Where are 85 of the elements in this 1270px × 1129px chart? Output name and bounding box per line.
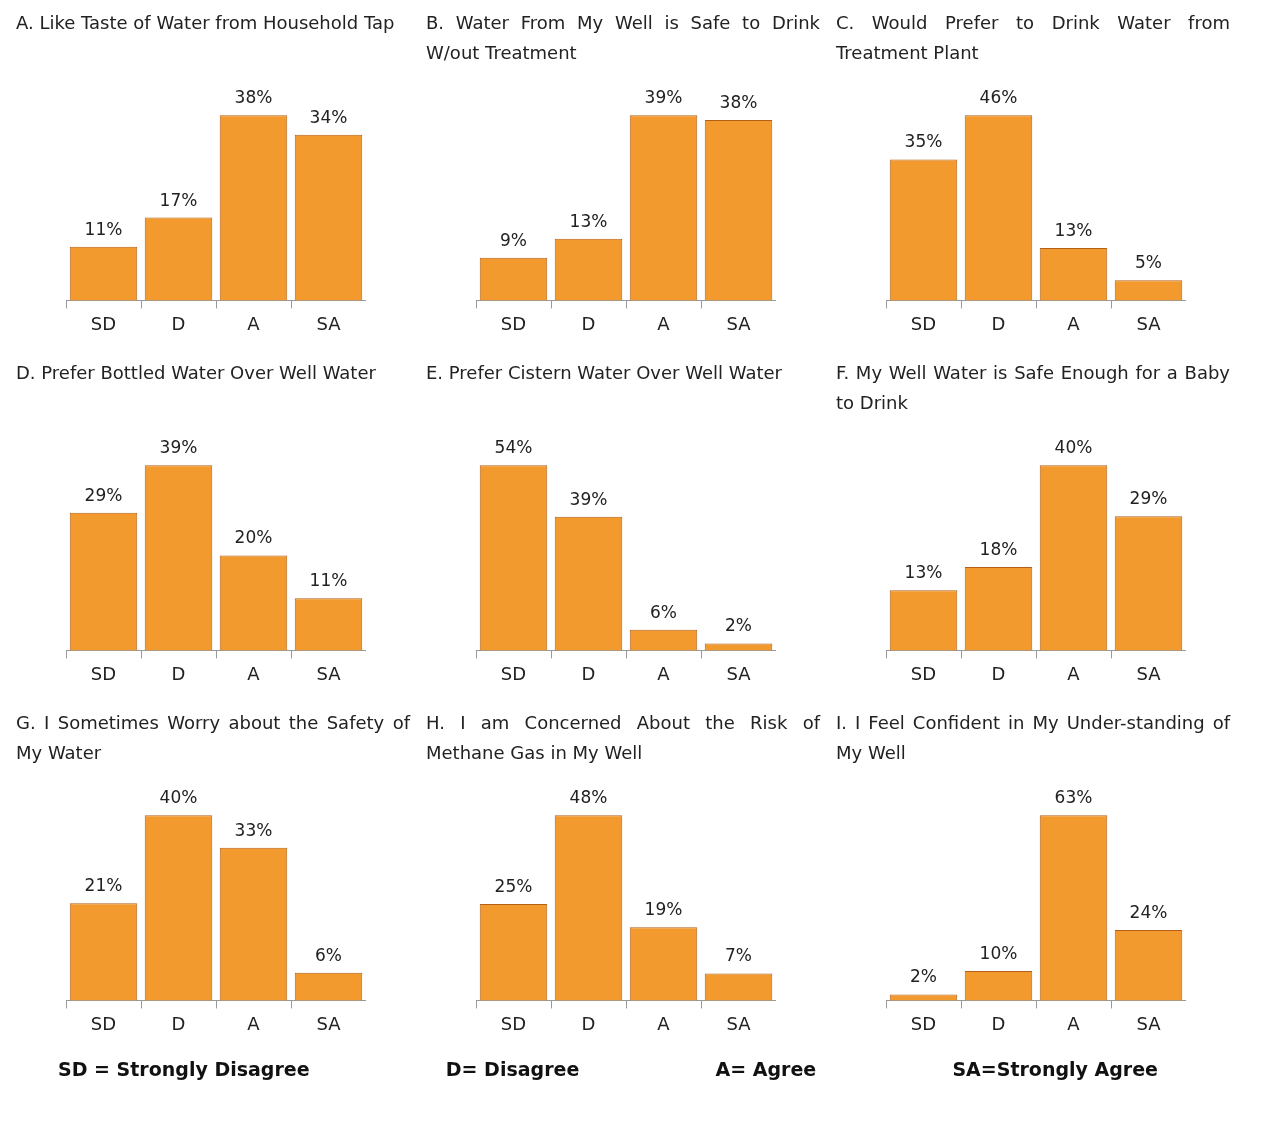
data-label: 5% xyxy=(1135,252,1162,273)
x-tick-label: D xyxy=(581,662,596,684)
data-label: 2% xyxy=(725,615,752,636)
x-tick-label: A xyxy=(657,312,671,334)
chart-title: F. My Well Water is Safe Enough for a Baby to Drink xyxy=(836,361,1230,415)
x-tick-label: A xyxy=(247,662,261,684)
data-label: 11% xyxy=(309,570,348,591)
data-label: 11% xyxy=(84,218,123,239)
data-label: 24% xyxy=(1129,901,1168,922)
data-label: 39% xyxy=(644,87,683,108)
data-label: 6% xyxy=(315,944,342,965)
data-label: 2% xyxy=(910,966,937,987)
x-tick-label: SA xyxy=(726,312,752,334)
data-label: 20% xyxy=(234,527,273,548)
x-tick-label: A xyxy=(247,1012,261,1034)
data-label: 18% xyxy=(979,539,1018,560)
data-label: 13% xyxy=(904,562,943,583)
text: SD = Strongly Disagree xyxy=(58,1058,310,1080)
data-label: 29% xyxy=(1129,488,1168,509)
data-label: 17% xyxy=(159,189,198,210)
data-label: 13% xyxy=(1054,220,1093,241)
chart-title: G. I Sometimes Worry about the Safety of My Water xyxy=(16,711,410,765)
x-tick-label: D xyxy=(581,1012,596,1034)
data-label: 38% xyxy=(719,91,758,112)
x-tick-label: SA xyxy=(1136,1012,1162,1034)
data-label: 54% xyxy=(494,437,533,458)
data-label: 40% xyxy=(1054,437,1093,458)
text: SA=Strongly Agree xyxy=(952,1058,1158,1080)
x-tick-label: SD xyxy=(910,312,937,334)
x-tick-label: D xyxy=(991,1012,1006,1034)
data-label: 34% xyxy=(309,106,348,127)
x-tick-label: D xyxy=(991,312,1006,334)
data-label: 21% xyxy=(84,875,123,896)
text: A= Agree xyxy=(715,1058,817,1080)
x-tick-label: D xyxy=(171,662,186,684)
x-tick-label: A xyxy=(657,1012,671,1034)
x-tick-label: A xyxy=(247,312,261,334)
chart-title: B. Water From My Well is Safe to Drink W/out Treatment xyxy=(426,11,820,65)
data-label: 6% xyxy=(650,601,677,622)
x-tick-label: SD xyxy=(500,1012,527,1034)
data-label: 29% xyxy=(84,484,123,505)
data-label: 39% xyxy=(569,488,608,509)
x-tick-label: SD xyxy=(500,662,527,684)
x-tick-label: D xyxy=(171,312,186,334)
x-tick-label: SA xyxy=(1136,312,1162,334)
x-tick-label: SD xyxy=(500,312,527,334)
x-tick-label: SD xyxy=(910,662,937,684)
data-label: 39% xyxy=(159,437,198,458)
x-tick-label: SA xyxy=(316,1012,342,1034)
chart-title: E. Prefer Cistern Water Over Well Water xyxy=(426,361,783,385)
chart-title: H. I am Concerned About the Risk of Methane Gas in My Well xyxy=(426,711,820,765)
x-tick-label: A xyxy=(1067,312,1081,334)
x-tick-label: SA xyxy=(316,662,342,684)
x-tick-label: SA xyxy=(316,312,342,334)
chart-title: I. I Feel Confident in My Under-standing of My Well xyxy=(836,711,1230,765)
x-tick-label: A xyxy=(1067,1012,1081,1034)
data-label: 10% xyxy=(979,942,1018,963)
data-label: 7% xyxy=(725,945,752,966)
x-tick-label: D xyxy=(991,662,1006,684)
data-label: 33% xyxy=(234,819,273,840)
x-tick-label: D xyxy=(581,312,596,334)
x-tick-label: A xyxy=(657,662,671,684)
x-tick-label: SA xyxy=(726,1012,752,1034)
data-label: 40% xyxy=(159,787,198,808)
chart-title: A. Like Taste of Water from Household Tap xyxy=(16,11,396,35)
text: D= Disagree xyxy=(445,1058,580,1080)
data-label: 19% xyxy=(644,899,683,920)
data-label: 48% xyxy=(569,787,608,808)
data-label: 13% xyxy=(569,210,608,231)
x-tick-label: D xyxy=(171,1012,186,1034)
x-tick-label: SD xyxy=(910,1012,937,1034)
data-label: 25% xyxy=(494,875,533,896)
x-tick-label: SD xyxy=(90,312,117,334)
data-label: 38% xyxy=(234,87,273,108)
x-tick-label: SA xyxy=(726,662,752,684)
chart-title: C. Would Prefer to Drink Water from Treatment Plant xyxy=(836,11,1230,65)
x-tick-label: A xyxy=(1067,662,1081,684)
data-label: 9% xyxy=(500,229,527,250)
x-tick-label: SD xyxy=(90,1012,117,1034)
data-label: 46% xyxy=(979,87,1018,108)
data-label: 63% xyxy=(1054,787,1093,808)
chart-title: D. Prefer Bottled Water Over Well Water xyxy=(16,361,377,385)
data-label: 35% xyxy=(904,131,943,152)
x-tick-label: SA xyxy=(1136,662,1162,684)
x-tick-label: SD xyxy=(90,662,117,684)
